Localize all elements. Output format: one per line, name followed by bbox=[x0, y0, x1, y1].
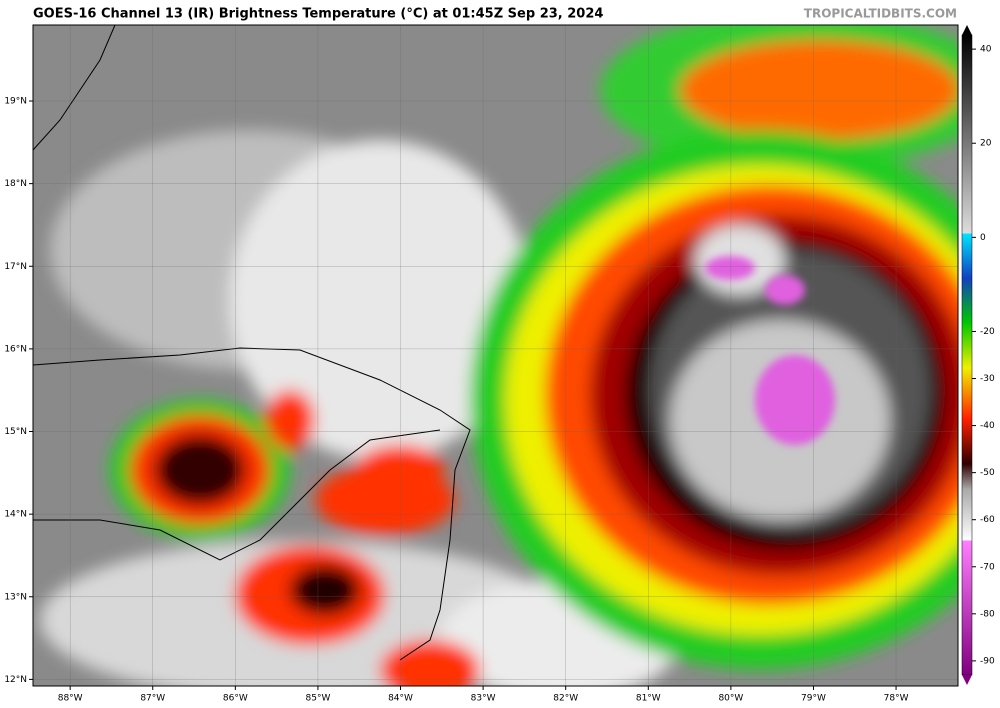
colorbar-label: -60 bbox=[980, 515, 995, 525]
map-frame bbox=[32, 24, 959, 687]
colorbar-label: 20 bbox=[980, 139, 992, 149]
title: GOES-16 Channel 13 (IR) Brightness Tempe… bbox=[33, 7, 603, 22]
colorbar-extend-bottom bbox=[962, 675, 972, 685]
graticule bbox=[33, 25, 958, 686]
colorbar-label: -40 bbox=[980, 421, 995, 431]
lat-label: 17°N bbox=[4, 262, 27, 272]
lon-label: 87°W bbox=[140, 694, 165, 704]
satellite-imagery bbox=[33, 25, 958, 686]
lat-label: 18°N bbox=[4, 179, 27, 189]
colorbar-label: 40 bbox=[980, 45, 992, 55]
colorbar-label: -20 bbox=[980, 327, 995, 337]
lat-label: 16°N bbox=[4, 344, 27, 354]
lon-label: 85°W bbox=[306, 694, 331, 704]
colorbar-label: -50 bbox=[980, 468, 995, 478]
lon-label: 84°W bbox=[388, 694, 413, 704]
lon-label: 79°W bbox=[801, 694, 826, 704]
lat-label: 13°N bbox=[4, 592, 27, 602]
credit: TROPICALTIDBITS.COM bbox=[804, 7, 957, 21]
lon-label: 78°W bbox=[884, 694, 909, 704]
colorbar-label: -30 bbox=[980, 374, 995, 384]
lon-label: 80°W bbox=[718, 694, 743, 704]
colorbar bbox=[961, 34, 973, 676]
lon-label: 83°W bbox=[471, 694, 496, 704]
lat-label: 12°N bbox=[4, 675, 27, 685]
lat-label: 14°N bbox=[4, 510, 27, 520]
colorbar-extend-top bbox=[962, 25, 972, 35]
lat-label: 19°N bbox=[4, 97, 27, 107]
colorbar-label: 0 bbox=[980, 233, 986, 243]
lon-label: 86°W bbox=[223, 694, 248, 704]
lon-label: 82°W bbox=[553, 694, 578, 704]
lat-label: 15°N bbox=[4, 427, 27, 437]
lon-label: 81°W bbox=[636, 694, 661, 704]
colorbar-label: -70 bbox=[980, 562, 995, 572]
colorbar-label: -80 bbox=[980, 609, 995, 619]
colorbar-label: -90 bbox=[980, 656, 995, 666]
lon-label: 88°W bbox=[58, 694, 83, 704]
